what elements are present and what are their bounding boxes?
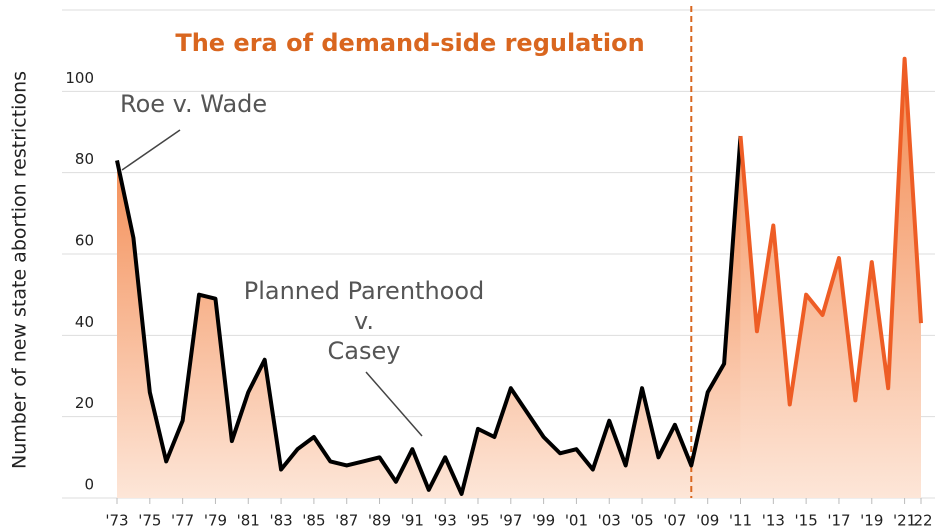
x-tick-label: '77 (171, 512, 194, 530)
y-tick-label: 0 (84, 476, 94, 494)
x-tick-label: '22 (909, 512, 932, 530)
x-tick-label: '95 (466, 512, 489, 530)
x-tick-label: '83 (269, 512, 292, 530)
y-tick-label: 100 (65, 69, 94, 87)
annotation: Roe v. Wade (120, 90, 267, 118)
x-tick-label: '09 (696, 512, 719, 530)
x-tick-label: '01 (565, 512, 588, 530)
x-tick-label: '13 (762, 512, 785, 530)
x-tick-label: '05 (630, 512, 653, 530)
y-tick-label: 60 (75, 232, 94, 250)
area (740, 58, 921, 499)
x-tick-label: '85 (302, 512, 325, 530)
x-tick-label: '73 (105, 512, 128, 530)
x-tick-label: '97 (499, 512, 522, 530)
x-tick-label: '79 (204, 512, 227, 530)
x-tick-label: '81 (237, 512, 260, 530)
x-tick-label: '87 (335, 512, 358, 530)
x-tick-label: '91 (401, 512, 424, 530)
annotation: Casey (328, 337, 401, 365)
y-tick-label: 80 (75, 150, 94, 168)
x-tick-label: '21 (893, 512, 916, 530)
x-tick-label: '19 (860, 512, 883, 530)
y-tick-label: 20 (75, 394, 94, 412)
y-tick-label: 40 (75, 313, 94, 331)
x-tick-label: '75 (138, 512, 161, 530)
x-tick-label: '07 (663, 512, 686, 530)
x-tick-label: '15 (795, 512, 818, 530)
annotation-pointer (121, 129, 181, 171)
x-tick-label: '17 (827, 512, 850, 530)
annotation: v. (354, 307, 374, 335)
x-tick-label: '93 (434, 512, 457, 530)
x-tick-label: '03 (598, 512, 621, 530)
area (117, 136, 741, 499)
x-tick-label: '99 (532, 512, 555, 530)
chart-title: The era of demand-side regulation (175, 29, 644, 57)
annotation: Planned Parenthood (244, 277, 485, 305)
line (738, 56, 923, 407)
x-tick-label: '89 (368, 512, 391, 530)
y-axis-label: Number of new state abortion restriction… (9, 71, 31, 469)
line (115, 135, 743, 496)
annotation-pointer (365, 371, 423, 437)
x-tick-label: '11 (729, 512, 752, 530)
